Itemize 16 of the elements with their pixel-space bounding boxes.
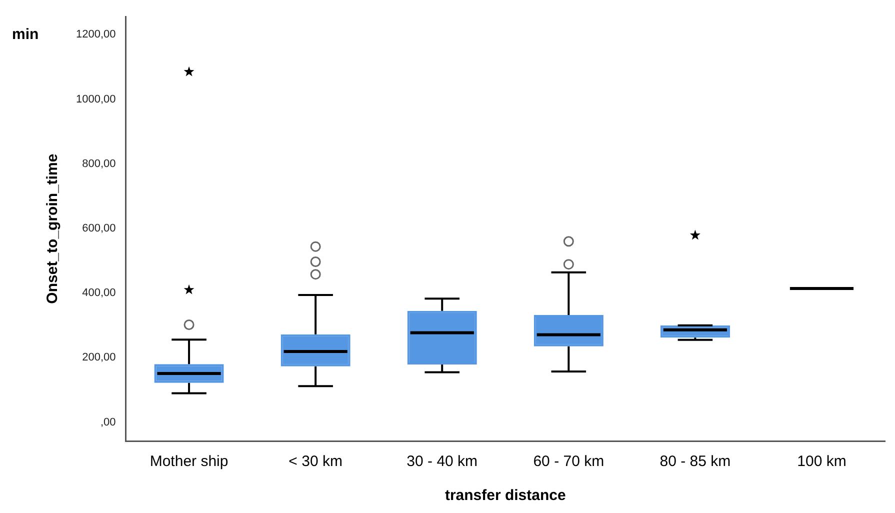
y-tick-label: 1000,00 (76, 93, 116, 106)
y-tick-label: 800,00 (82, 158, 116, 170)
x-tick-label: 100 km (797, 453, 846, 470)
y-tick-label: 1200,00 (76, 28, 116, 41)
x-tick-label: Mother ship (150, 453, 228, 470)
x-tick-label: 30 - 40 km (406, 453, 478, 470)
x-tick-label: 60 - 70 km (533, 453, 604, 470)
y-tick-label: 400,00 (82, 287, 116, 300)
y-axis-title: Onset_to_groin_time (44, 154, 62, 304)
x-tick-label: < 30 km (288, 453, 342, 470)
y-tick-label: ,00 (100, 416, 116, 428)
y-tick-label: 200,00 (82, 352, 116, 364)
x-tick-label: 80 - 85 km (660, 453, 731, 470)
y-tick-label: 600,00 (82, 222, 116, 235)
text: min (12, 26, 39, 43)
x-axis-title: transfer distance (444, 487, 566, 504)
